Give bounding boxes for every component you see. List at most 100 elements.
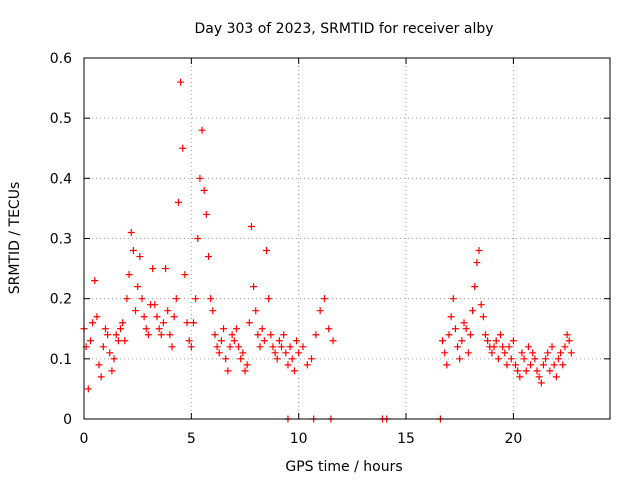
data-point xyxy=(271,349,279,357)
data-point xyxy=(325,325,333,333)
data-point xyxy=(157,331,165,339)
data-point xyxy=(177,78,185,86)
data-point xyxy=(462,325,470,333)
data-point xyxy=(439,337,447,345)
data-point xyxy=(132,307,140,315)
data-point xyxy=(494,355,502,363)
data-point xyxy=(224,367,232,375)
data-point xyxy=(280,331,288,339)
data-point xyxy=(529,349,537,357)
data-point xyxy=(514,367,522,375)
data-point xyxy=(106,349,114,357)
data-point xyxy=(299,343,307,351)
data-point xyxy=(245,319,253,327)
data-point xyxy=(149,265,157,273)
data-point xyxy=(273,355,281,363)
data-point xyxy=(104,331,112,339)
data-point xyxy=(155,325,163,333)
data-point xyxy=(168,343,176,351)
data-point xyxy=(548,343,556,351)
data-point xyxy=(284,361,292,369)
data-point xyxy=(110,355,118,363)
data-point xyxy=(492,337,500,345)
data-point xyxy=(151,301,159,309)
data-point xyxy=(89,319,97,327)
data-point xyxy=(531,355,539,363)
data-point xyxy=(312,331,320,339)
y-tick-label: 0.3 xyxy=(50,232,72,248)
data-point xyxy=(183,319,191,327)
data-point xyxy=(198,126,206,134)
data-point xyxy=(475,247,483,255)
data-point xyxy=(295,349,303,357)
data-point xyxy=(125,271,133,279)
data-point xyxy=(456,355,464,363)
x-tick-label: 5 xyxy=(187,431,196,447)
data-point xyxy=(559,361,567,369)
data-point xyxy=(220,325,228,333)
data-point xyxy=(488,349,496,357)
data-point xyxy=(479,313,487,321)
y-tick-label: 0.6 xyxy=(50,51,72,67)
data-point xyxy=(179,144,187,152)
data-point xyxy=(477,301,485,309)
data-point xyxy=(207,295,215,303)
data-point xyxy=(164,307,172,315)
data-point xyxy=(533,367,541,375)
data-point xyxy=(546,367,554,375)
data-point xyxy=(140,313,148,321)
x-tick-label: 10 xyxy=(290,431,308,447)
data-point xyxy=(527,361,535,369)
data-point xyxy=(250,283,258,291)
data-point xyxy=(185,337,193,345)
data-point xyxy=(241,367,249,375)
y-tick-label: 0.1 xyxy=(50,352,72,368)
x-tick-label: 20 xyxy=(504,431,522,447)
data-point xyxy=(247,222,255,230)
data-point xyxy=(127,228,135,236)
data-point xyxy=(215,349,223,357)
data-point xyxy=(466,331,474,339)
data-point xyxy=(520,355,528,363)
data-point xyxy=(84,385,92,393)
data-point xyxy=(522,367,530,375)
y-tick-label: 0.2 xyxy=(50,292,72,308)
data-point xyxy=(258,325,266,333)
data-point xyxy=(293,337,301,345)
data-point xyxy=(123,295,131,303)
data-point xyxy=(116,325,124,333)
data-point xyxy=(552,373,560,381)
y-axis-label: SRMTID / TECUs xyxy=(7,182,23,295)
x-axis-label: GPS time / hours xyxy=(285,459,402,475)
data-point xyxy=(512,361,520,369)
data-point xyxy=(86,337,94,345)
data-point xyxy=(503,361,511,369)
data-point xyxy=(142,325,150,333)
data-point xyxy=(99,343,107,351)
data-point xyxy=(454,343,462,351)
data-point xyxy=(172,295,180,303)
data-point xyxy=(200,186,208,194)
data-point xyxy=(449,295,457,303)
data-point xyxy=(286,343,294,351)
data-point xyxy=(542,355,550,363)
data-point xyxy=(303,361,311,369)
data-point xyxy=(136,253,144,261)
data-point xyxy=(129,247,137,255)
x-tick-label: 0 xyxy=(80,431,89,447)
data-point xyxy=(507,355,515,363)
data-point xyxy=(144,331,152,339)
data-point xyxy=(235,343,243,351)
data-point xyxy=(565,337,573,345)
data-point xyxy=(557,349,565,357)
y-tick-label: 0 xyxy=(63,412,72,428)
data-point xyxy=(267,331,275,339)
data-point xyxy=(97,373,105,381)
data-point xyxy=(209,307,217,315)
data-point xyxy=(539,361,547,369)
data-point xyxy=(230,337,238,345)
chart-title: Day 303 of 2023, SRMTID for receiver alb… xyxy=(194,21,493,37)
data-points xyxy=(80,78,575,423)
data-point xyxy=(537,379,545,387)
data-point xyxy=(239,349,247,357)
